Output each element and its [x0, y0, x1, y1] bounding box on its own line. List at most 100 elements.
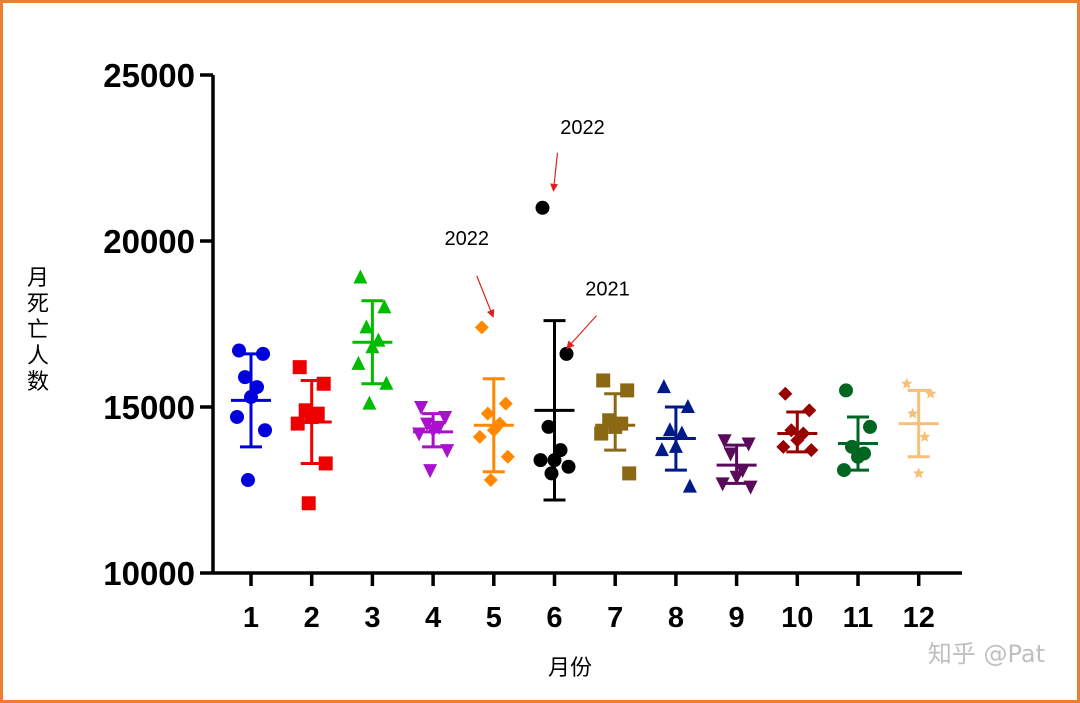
- data-point: [925, 387, 937, 399]
- y-axis-label: 月死亡人数: [27, 266, 49, 395]
- data-point: [547, 453, 562, 468]
- y-tick-label: 15000: [103, 389, 195, 426]
- data-point: [438, 410, 453, 425]
- data-point: [301, 496, 316, 511]
- data-point: [480, 406, 495, 421]
- data-point: [316, 376, 331, 391]
- data-point: [654, 442, 669, 457]
- data-point: [668, 438, 683, 453]
- data-point: [729, 470, 744, 485]
- data-point: [486, 423, 501, 438]
- data-point: [472, 429, 487, 444]
- data-point: [256, 346, 270, 361]
- data-point: [440, 444, 455, 459]
- y-tick-label: 20000: [103, 223, 195, 260]
- x-tick-label: 11: [843, 602, 874, 634]
- series-4: [412, 401, 455, 479]
- series-11: [837, 383, 878, 478]
- data-point: [544, 466, 559, 481]
- data-point: [662, 422, 677, 437]
- watermark: 知乎 @Pat: [928, 640, 1045, 668]
- series-8: [654, 379, 697, 493]
- data-point: [561, 459, 576, 474]
- data-point: [674, 425, 689, 440]
- data-point: [919, 430, 931, 442]
- annotation-arrow: [550, 152, 559, 192]
- x-tick-label: 9: [729, 602, 745, 634]
- annotation-label: 2022: [445, 228, 490, 250]
- data-point: [741, 437, 756, 452]
- data-point: [412, 427, 427, 442]
- data-point: [839, 383, 853, 398]
- data-point: [232, 343, 246, 358]
- data-point: [837, 463, 851, 478]
- series-12: [898, 377, 939, 479]
- x-tick-label: 6: [546, 602, 562, 634]
- data-point: [620, 383, 635, 398]
- data-point: [596, 373, 611, 388]
- data-point: [682, 478, 697, 493]
- data-point: [723, 447, 738, 462]
- chart-marks: [230, 200, 939, 511]
- data-point: [680, 399, 695, 413]
- data-point: [901, 377, 913, 389]
- series-10: [776, 386, 819, 458]
- x-tick-label: 1: [243, 602, 259, 634]
- data-point: [804, 443, 819, 458]
- annotation-arrow: [476, 275, 495, 318]
- data-point: [414, 401, 429, 415]
- y-tick-label: 25000: [103, 57, 195, 94]
- data-point: [541, 419, 556, 434]
- data-point: [474, 320, 489, 335]
- data-point: [379, 375, 394, 390]
- data-point: [365, 339, 380, 354]
- series-9: [715, 434, 758, 495]
- data-point: [353, 269, 368, 284]
- data-point: [351, 355, 366, 370]
- data-point: [533, 453, 548, 468]
- x-tick-label: 10: [781, 602, 813, 634]
- data-point: [377, 299, 392, 314]
- data-point: [371, 332, 386, 347]
- data-point: [863, 419, 877, 434]
- x-tick-label: 12: [903, 602, 935, 634]
- data-point: [743, 480, 758, 495]
- x-axis-label: 月份: [548, 656, 592, 681]
- data-point: [802, 403, 817, 418]
- x-tick-label: 4: [425, 602, 441, 634]
- data-point: [423, 464, 438, 479]
- data-point: [426, 424, 441, 439]
- series-6: [533, 200, 576, 502]
- series-7: [594, 373, 637, 481]
- series-1: [230, 343, 272, 488]
- data-point: [362, 395, 377, 410]
- data-point: [483, 473, 498, 488]
- data-point: [359, 319, 374, 334]
- data-point: [498, 396, 513, 411]
- data-point: [318, 456, 333, 471]
- data-point: [717, 434, 732, 449]
- data-point: [790, 433, 805, 448]
- data-point: [656, 379, 671, 394]
- data-point: [715, 477, 730, 492]
- data-point: [292, 360, 307, 375]
- data-point: [258, 423, 272, 438]
- x-tick-label: 5: [486, 602, 502, 634]
- data-point: [230, 409, 244, 424]
- x-tick-label: 3: [364, 602, 380, 634]
- annotations: 2022 2022 2021: [445, 117, 630, 350]
- data-point: [851, 449, 865, 464]
- annotation-arrow: [566, 315, 597, 350]
- data-point: [500, 449, 515, 464]
- series-5: [472, 320, 515, 488]
- data-point: [594, 426, 609, 441]
- x-tick-label: 2: [304, 602, 320, 634]
- data-point: [778, 386, 793, 401]
- data-point: [535, 200, 550, 215]
- data-point: [290, 416, 305, 431]
- data-point: [622, 466, 637, 481]
- series-2: [290, 360, 333, 511]
